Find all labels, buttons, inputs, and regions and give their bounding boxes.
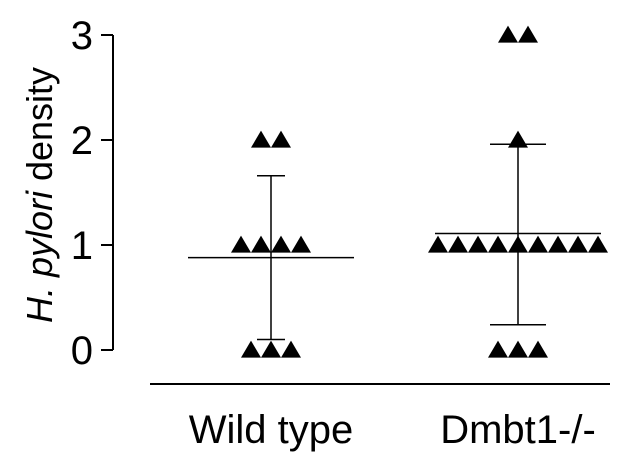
axes: 0 1 2 3 Wild type Dmbt1-/-: [71, 14, 610, 452]
data-point-1-1: [241, 340, 261, 358]
y-axis-label: H. pylori density: [19, 67, 60, 323]
y-tick-label-0: 0: [71, 329, 93, 373]
data-point-1-2: [261, 340, 281, 358]
y-tick-label-2: 2: [71, 119, 93, 163]
data-point-2-13: [508, 130, 528, 148]
marks: [188, 25, 608, 358]
x-category-label-2: Dmbt1-/-: [440, 408, 596, 452]
data-point-2-3: [528, 340, 548, 358]
data-point-2-1: [488, 340, 508, 358]
y-tick-label-3: 3: [71, 14, 93, 58]
y-tick-label-1: 1: [71, 224, 93, 268]
data-point-1-5: [251, 235, 271, 253]
data-point-2-6: [468, 235, 488, 253]
data-point-2-11: [568, 235, 588, 253]
data-point-1-6: [271, 235, 291, 253]
data-point-1-8: [251, 130, 271, 148]
data-point-2-12: [588, 235, 608, 253]
data-point-2-15: [518, 25, 538, 43]
data-point-2-5: [448, 235, 468, 253]
data-point-2-2: [508, 340, 528, 358]
data-point-2-4: [428, 235, 448, 253]
data-point-1-9: [271, 130, 291, 148]
data-point-1-7: [291, 235, 311, 253]
y-axis-label-italic: H. pylori: [19, 190, 60, 323]
data-point-2-10: [548, 235, 568, 253]
y-axis-label-rest: density: [19, 67, 60, 191]
data-point-1-4: [231, 235, 251, 253]
data-point-1-3: [281, 340, 301, 358]
data-point-2-7: [488, 235, 508, 253]
data-point-2-14: [498, 25, 518, 43]
x-category-label-1: Wild type: [189, 408, 354, 452]
data-point-2-9: [528, 235, 548, 253]
